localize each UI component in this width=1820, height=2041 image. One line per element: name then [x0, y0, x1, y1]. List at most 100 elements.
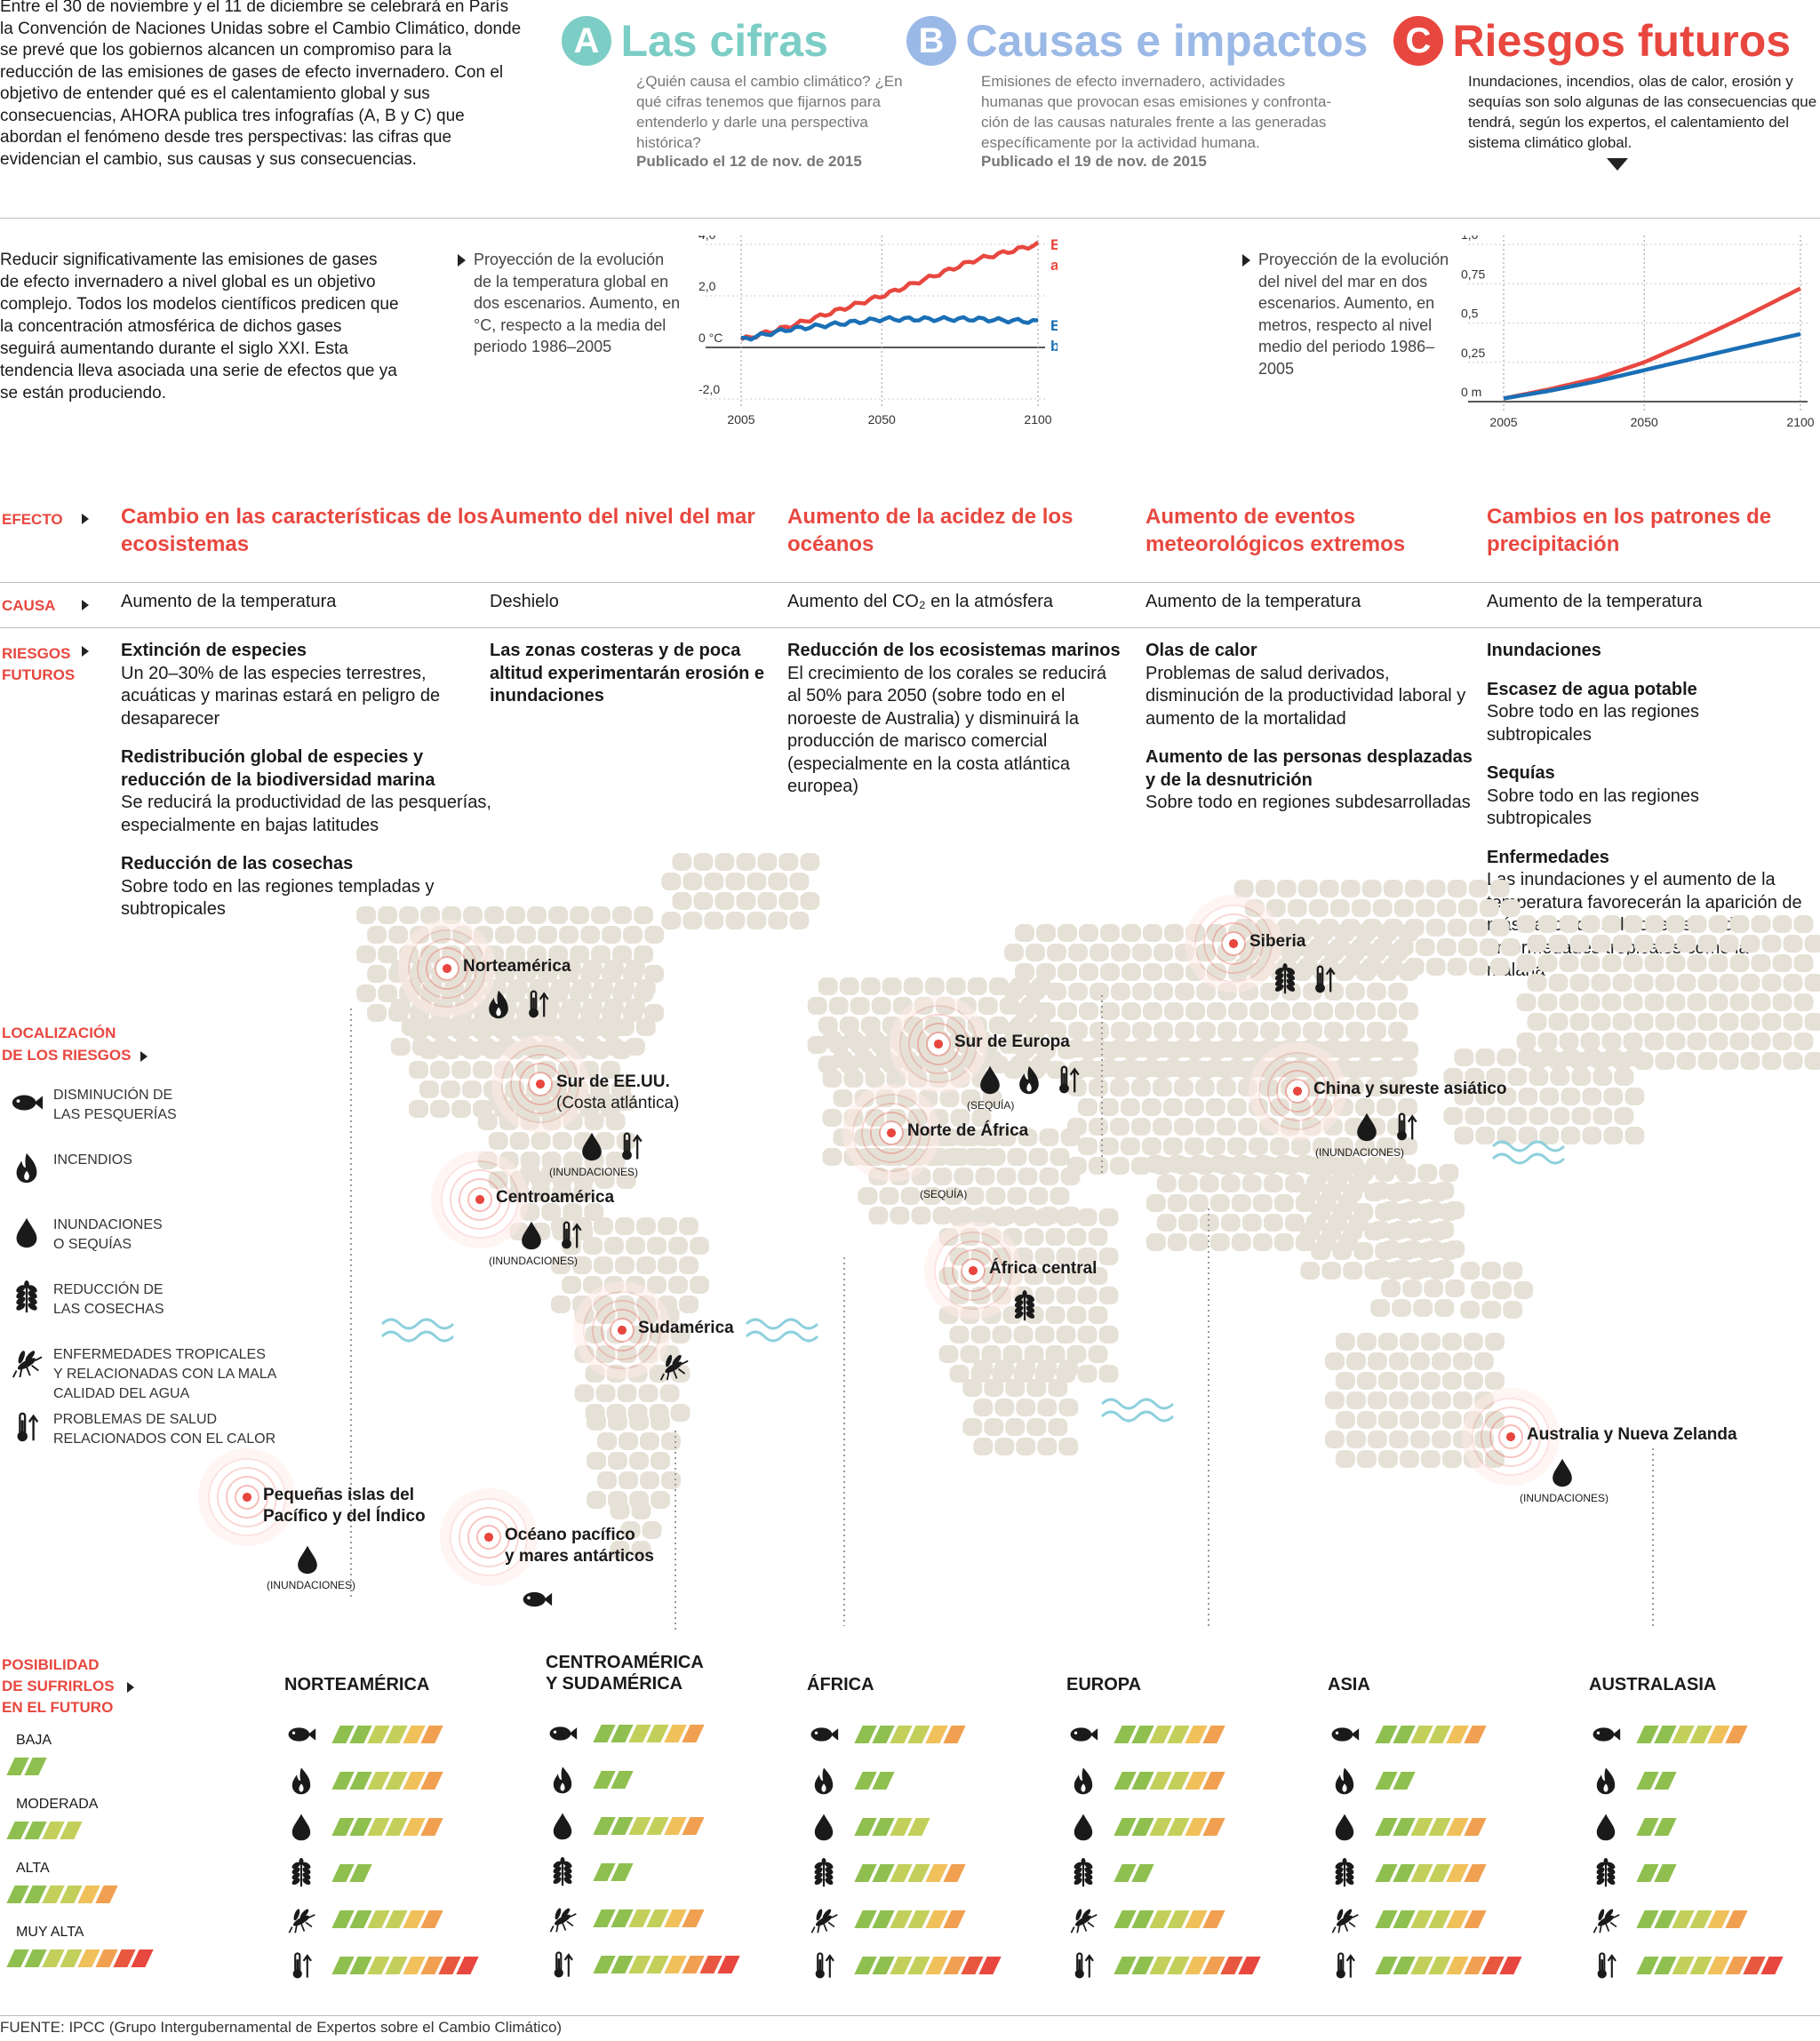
land-cell	[587, 1491, 606, 1509]
land-cell	[634, 945, 654, 963]
section-c-title: Riesgos futuros	[1452, 16, 1792, 66]
land-cell	[668, 1276, 688, 1294]
level-bar	[593, 1725, 705, 1742]
legend-line: RELACIONADOS CON EL CALOR	[53, 1431, 276, 1447]
land-cell	[1356, 1411, 1377, 1429]
drop-icon	[1074, 1814, 1093, 1841]
land-cell	[1443, 1107, 1464, 1125]
land-cell	[1413, 1260, 1433, 1278]
land-cell	[1143, 1002, 1162, 1020]
land-cell	[1367, 1391, 1387, 1409]
level-bar	[331, 1864, 372, 1882]
land-cell	[1340, 880, 1361, 897]
land-cell	[1263, 1175, 1283, 1192]
land-cell	[1156, 1175, 1177, 1192]
land-cell	[636, 1256, 656, 1274]
land-cell	[1333, 1137, 1353, 1155]
land-cell	[865, 1031, 885, 1048]
hotspot-label: Océano pacífico y mares antárticos	[505, 1525, 654, 1567]
land-cell	[1345, 1431, 1366, 1448]
land-cell	[1783, 935, 1803, 953]
land-cell	[1507, 1068, 1528, 1086]
land-cell	[954, 1128, 974, 1146]
land-cell	[595, 1384, 616, 1402]
land-cell	[1273, 1194, 1294, 1212]
cause-text: Aumento de la temperatura	[1487, 592, 1703, 611]
region-column: ÁFRICA	[807, 1674, 1038, 1989]
wave-icon	[1491, 1140, 1566, 1152]
land-cell	[1066, 1040, 1087, 1057]
possibility-title-1: POSIBILIDAD	[2, 1656, 100, 1673]
land-cell	[975, 1128, 995, 1146]
land-cell	[1516, 915, 1537, 933]
hotspot-marker	[573, 1281, 671, 1379]
land-cell	[679, 1217, 698, 1235]
legend-icon-wrap	[0, 1345, 53, 1379]
land-cell	[420, 906, 441, 924]
mosquito-icon	[12, 1351, 43, 1378]
caret-icon	[1242, 254, 1250, 267]
legend-item: REDUCCIÓN DE LAS COSECHAS	[0, 1280, 293, 1345]
land-cell	[647, 1276, 667, 1294]
land-cell	[1601, 1032, 1622, 1050]
land-cell	[409, 1100, 428, 1118]
land-cell	[1425, 958, 1446, 976]
hotspot-name: Océano pacífico	[505, 1526, 635, 1544]
land-cell	[1058, 1002, 1077, 1020]
risk-icon-wrap	[807, 1904, 841, 1934]
land-cell	[1167, 1194, 1187, 1212]
land-cell	[1351, 899, 1371, 917]
land-cell	[1335, 1411, 1355, 1429]
land-cell	[1295, 1155, 1315, 1173]
caret-icon	[82, 600, 89, 610]
land-cell	[1463, 1372, 1483, 1390]
land-cell	[1465, 1107, 1485, 1125]
land-cell	[1177, 1175, 1198, 1192]
land-cell	[1415, 899, 1435, 917]
drop-icon	[522, 1221, 541, 1250]
land-cell	[943, 1148, 963, 1166]
hotspot-label: Sur de Europa	[954, 1032, 1070, 1053]
land-cell	[1098, 1287, 1119, 1304]
land-cell	[1297, 958, 1318, 976]
land-cell	[690, 1276, 709, 1294]
land-cell	[1582, 1048, 1602, 1066]
land-cell	[1056, 1208, 1076, 1226]
region-risk-row	[807, 1711, 1038, 1758]
heat-icon	[1336, 1952, 1355, 1979]
risk-icon-wrap	[1328, 1719, 1361, 1750]
land-cell	[746, 912, 767, 929]
land-cell	[714, 892, 735, 910]
land-cell	[473, 1061, 492, 1079]
land-cell	[1561, 1048, 1581, 1066]
land-cell	[1047, 1022, 1066, 1040]
land-cell	[1045, 1306, 1066, 1324]
level-name: ALTA	[16, 1861, 50, 1876]
fire-icon	[16, 1152, 37, 1184]
land-cell	[1088, 1267, 1108, 1285]
land-cell	[616, 1171, 636, 1189]
land-cell	[975, 1168, 995, 1185]
land-cell	[746, 873, 767, 890]
risk-icon-wrap	[807, 1766, 841, 1796]
land-cell	[527, 906, 547, 924]
land-cell	[1300, 1223, 1321, 1240]
region-name-line: ASIA	[1328, 1675, 1370, 1694]
land-cell	[1729, 915, 1750, 933]
land-cell	[1633, 935, 1654, 953]
land-cell	[1392, 1221, 1412, 1239]
land-cell	[1324, 1391, 1345, 1409]
land-cell	[725, 912, 746, 929]
land-cell	[962, 1379, 983, 1397]
wave-icon	[1100, 1410, 1175, 1423]
land-cell	[1425, 880, 1446, 897]
source-text: FUENTE: IPCC (Grupo Intergubernamental d…	[0, 2019, 563, 2036]
region-column: AUSTRALASIA	[1589, 1674, 1820, 1989]
risk-text: Sobre todo en las regiones templadas y s…	[121, 876, 435, 920]
land-cell	[1231, 1155, 1251, 1173]
land-cell	[679, 1256, 698, 1274]
land-cell	[506, 906, 526, 924]
land-cell	[1425, 919, 1446, 937]
fish-icon	[549, 1726, 578, 1741]
y-tick-label: 0,5	[1461, 307, 1479, 321]
